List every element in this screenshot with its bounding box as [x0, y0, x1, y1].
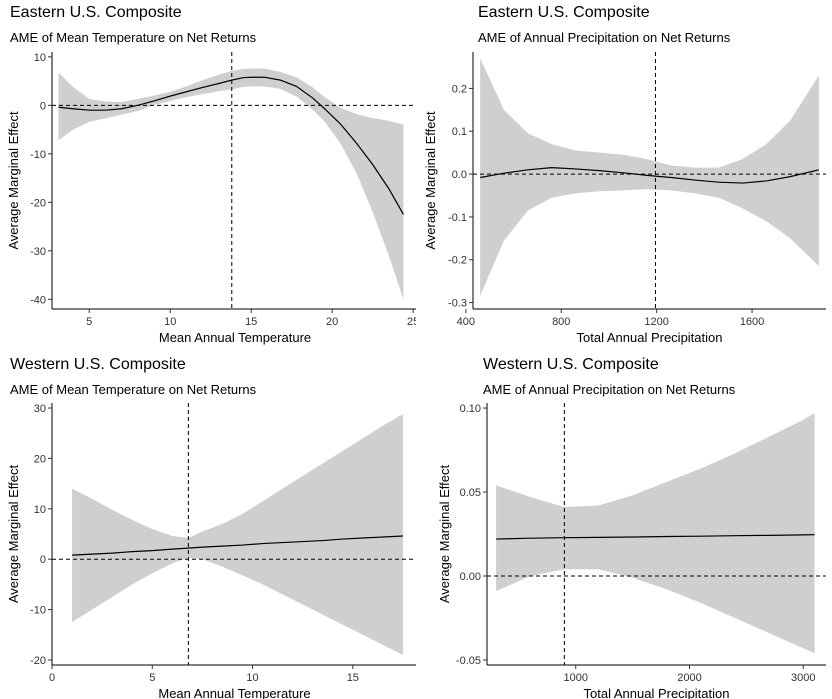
- chart-svg: 5 10 15 20 25 -40 -30 -20 -10 0 10 Mean Annual Temp…: [6, 52, 416, 345]
- ame-line: [58, 76, 404, 215]
- chart-title: Western U.S. Composite: [10, 356, 186, 373]
- y-tick-label: 30: [34, 403, 46, 415]
- x-tick-label: 25: [407, 316, 416, 328]
- x-tick-label: 20: [326, 316, 338, 328]
- y-tick-label: 0.0: [452, 169, 467, 181]
- y-tick-label: 0: [40, 554, 46, 566]
- chart-panel-3: Western U.S. Composite AME of Mean Temper…: [0, 349, 416, 699]
- confidence-band: [496, 413, 815, 654]
- y-tick-label: -0.05: [456, 655, 481, 667]
- chart-panel-1: Eastern U.S. Composite AME of Mean Temper…: [0, 0, 416, 349]
- x-tick-label: 1600: [740, 316, 764, 328]
- plot-area: [52, 403, 416, 665]
- chart-subtitle: AME of Annual Precipitation on Net Retur…: [478, 30, 731, 45]
- confidence-band: [72, 414, 403, 655]
- chart-panel-4: Western U.S. Composite AME of Annual Prec…: [416, 349, 832, 699]
- x-tick-label: 3000: [791, 672, 815, 684]
- y-tick-label: 10: [34, 504, 46, 516]
- chart-subtitle: AME of Annual Precipitation on Net Retur…: [483, 382, 736, 397]
- y-tick-label: 0.10: [460, 403, 481, 415]
- chart-subtitle: AME of Mean Temperature on Net Returns: [10, 382, 257, 397]
- x-tick-label: 5: [149, 672, 155, 684]
- y-tick-label: 0.00: [460, 571, 481, 583]
- chart-title: Eastern U.S. Composite: [10, 4, 182, 21]
- x-axis-label: Total Annual Precipitation: [584, 686, 730, 699]
- y-tick-label: 0.2: [452, 83, 467, 95]
- ame-line: [496, 534, 815, 540]
- x-tick-label: 400: [457, 316, 475, 328]
- x-tick-label: 0: [49, 672, 55, 684]
- x-tick-label: 800: [552, 316, 570, 328]
- chart-panel-2: Eastern U.S. Composite AME of Annual Prec…: [416, 0, 832, 349]
- x-tick-label: 2000: [677, 672, 701, 684]
- x-axis-label: Mean Annual Temperature: [159, 330, 311, 345]
- y-tick-label: 20: [34, 453, 46, 465]
- y-tick-label: -20: [30, 197, 46, 209]
- plot-area: [473, 52, 826, 309]
- x-axis-label: Total Annual Precipitation: [577, 330, 723, 345]
- confidence-band: [480, 58, 819, 297]
- y-tick-label: -20: [30, 655, 46, 667]
- y-axis-label: Average Marginal Effect: [423, 111, 438, 250]
- chart-subtitle: AME of Mean Temperature on Net Returns: [10, 30, 257, 45]
- x-tick-label: 15: [347, 672, 359, 684]
- y-tick-label: 0.05: [460, 487, 481, 499]
- x-tick-label: 1200: [644, 316, 668, 328]
- ame-line: [72, 535, 403, 556]
- ame-line: [480, 167, 819, 184]
- chart-title: Eastern U.S. Composite: [478, 4, 650, 21]
- chart-svg: 0 5 10 15 -20 -10 0 10 20 30 Mean Annual Temperatu…: [6, 403, 416, 699]
- y-tick-label: -0.1: [448, 212, 467, 224]
- plot-area: [52, 52, 416, 309]
- y-tick-label: -40: [30, 294, 46, 306]
- y-tick-label: -0.3: [448, 298, 467, 310]
- y-axis-label: Average Marginal Effect: [6, 111, 21, 250]
- y-tick-label: 0.1: [452, 126, 467, 138]
- x-tick-label: 5: [86, 316, 92, 328]
- chart-svg: 400 800 1200 1600 -0.3 -0.2 -0.1 0.0 0.1 0.2 Total…: [423, 52, 826, 345]
- plot-area: [487, 403, 826, 665]
- y-tick-label: -10: [30, 149, 46, 161]
- y-axis-label: Average Marginal Effect: [6, 464, 21, 603]
- y-axis-label: Average Marginal Effect: [437, 464, 452, 603]
- x-tick-label: 1000: [563, 672, 587, 684]
- x-tick-label: 10: [164, 316, 176, 328]
- chart-svg: 1000 2000 3000 -0.05 0.00 0.05 0.10 Total Annua…: [437, 403, 826, 699]
- y-tick-label: 0: [40, 100, 46, 112]
- y-tick-label: 10: [34, 52, 46, 64]
- confidence-band: [58, 68, 404, 300]
- x-axis-label: Mean Annual Temperature: [158, 686, 310, 699]
- chart-title: Western U.S. Composite: [483, 356, 659, 373]
- y-tick-label: -10: [30, 605, 46, 617]
- y-tick-label: -0.2: [448, 255, 467, 267]
- y-tick-label: -30: [30, 246, 46, 258]
- x-tick-label: 10: [246, 672, 258, 684]
- x-tick-label: 15: [245, 316, 257, 328]
